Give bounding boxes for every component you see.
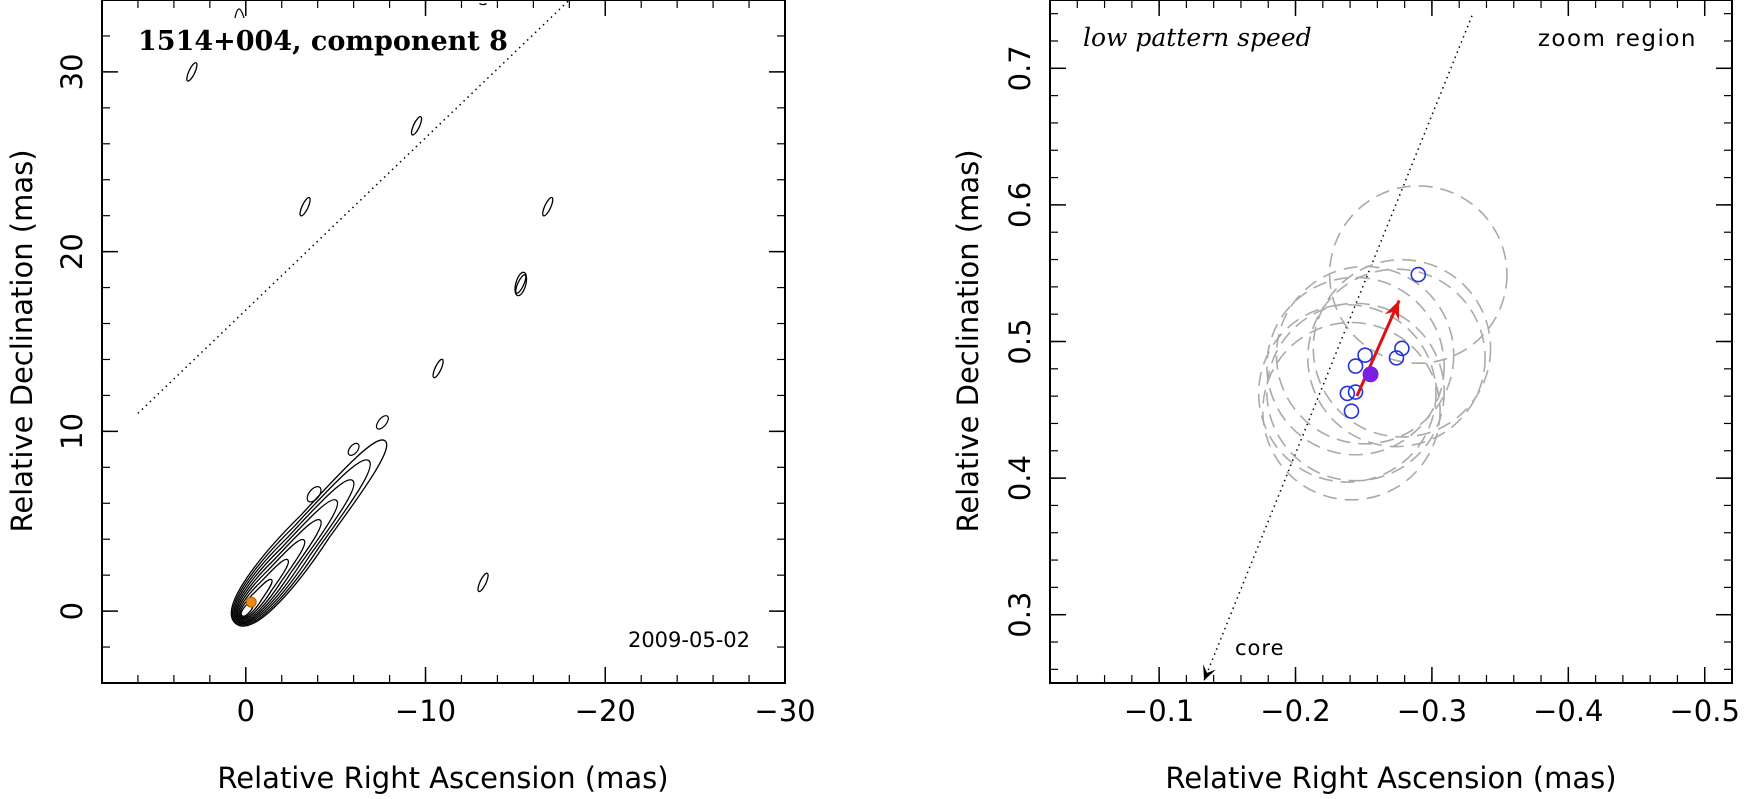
velocity-vector	[1355, 299, 1401, 397]
error-circle	[1266, 276, 1445, 456]
jet-contour	[235, 518, 322, 622]
error-circle	[1257, 303, 1437, 483]
y-tick-label: 20	[55, 233, 89, 270]
left-x-axis-label: Relative Right Ascension (mas)	[217, 761, 668, 795]
mean-position-marker	[1362, 366, 1379, 383]
contour-island	[477, 572, 489, 593]
y-tick-label: 0.5	[1003, 318, 1037, 364]
jet-knot-contour	[347, 442, 360, 456]
velocity-vector-arrowhead	[1384, 300, 1400, 321]
jet-contour	[237, 538, 306, 621]
error-circle	[1312, 258, 1492, 438]
y-tick-label: 30	[55, 53, 89, 90]
contour-island	[515, 274, 527, 294]
right-plot-frame	[1049, 0, 1733, 684]
x-tick-label: −0.1	[1124, 694, 1194, 728]
right-clipped-group	[1203, 13, 1508, 681]
right-zoom-label: zoom region	[1538, 26, 1697, 52]
jet-knot-contour	[375, 415, 389, 430]
jet-contour	[233, 479, 355, 625]
error-circle	[1306, 268, 1486, 448]
y-tick-label: 0.3	[1003, 592, 1037, 638]
jet-contour	[238, 558, 290, 620]
y-tick-label: 0.7	[1003, 45, 1037, 91]
position-marker	[1394, 340, 1410, 357]
error-circle	[1261, 321, 1441, 501]
left-y-axis-label: Relative Declination (mas)	[5, 149, 39, 532]
y-tick-label: 0	[55, 602, 89, 620]
right-zoom-plot: −0.1 −0.2 −0.3 −0.4 −0.5 0.3 0.4 0.5 0.6 0.7 low …	[951, 0, 1740, 795]
right-annotation: low pattern speed	[1083, 23, 1312, 52]
contour-island	[186, 62, 198, 82]
right-axis-ticks: −0.1 −0.2 −0.3 −0.4 −0.5 0.3 0.4 0.5 0.6 0.7	[1003, 0, 1740, 728]
jet-contour	[230, 439, 388, 627]
position-marker	[1347, 358, 1364, 374]
left-axis-ticks: 0 −10 −20 −30 0 10 20 30	[55, 0, 816, 728]
position-marker	[1410, 266, 1427, 283]
jet-contour	[234, 499, 339, 623]
left-clipped-group	[137, 0, 570, 627]
x-tick-label: −0.4	[1533, 694, 1603, 728]
contour-island	[542, 196, 554, 217]
contour-island	[410, 116, 423, 136]
x-tick-label: −10	[395, 694, 456, 728]
y-tick-label: 0.4	[1003, 455, 1037, 501]
left-date-label: 2009-05-02	[628, 628, 750, 652]
contour-fragment	[479, 3, 487, 6]
x-tick-label: −0.2	[1260, 694, 1330, 728]
contour-fragment	[234, 8, 245, 19]
right-plot-data	[1203, 13, 1508, 681]
jet-axis-dotted-line	[137, 0, 570, 414]
position-marker	[1339, 385, 1356, 402]
x-tick-label: −0.5	[1670, 694, 1740, 728]
component-marker	[245, 596, 257, 608]
error-circle	[1328, 185, 1508, 365]
right-x-axis-label: Relative Right Ascension (mas)	[1165, 761, 1616, 795]
position-marker	[1347, 384, 1364, 400]
left-plot-data	[137, 0, 570, 627]
position-marker	[1388, 350, 1405, 366]
position-marker	[1357, 347, 1373, 363]
x-tick-label: −30	[754, 694, 815, 728]
position-marker	[1343, 403, 1360, 419]
contour-island	[432, 358, 444, 379]
x-tick-label: −20	[575, 694, 636, 728]
y-tick-label: 10	[55, 413, 89, 450]
left-title: 1514+004, component 8	[138, 26, 508, 57]
error-circle	[1266, 302, 1445, 482]
jet-contour	[231, 459, 371, 626]
core-direction-arrowhead	[1203, 664, 1216, 681]
contour-island-outer	[514, 271, 528, 297]
contour-island	[299, 196, 311, 217]
jet-knot-contour	[306, 486, 322, 503]
error-circle	[1275, 265, 1455, 445]
y-tick-label: 0.6	[1003, 182, 1037, 228]
right-core-label: core	[1235, 636, 1285, 660]
x-tick-label: 0	[237, 694, 255, 728]
left-plot-frame	[101, 0, 786, 684]
right-y-axis-label: Relative Declination (mas)	[951, 149, 985, 532]
x-tick-label: −0.3	[1397, 694, 1467, 728]
